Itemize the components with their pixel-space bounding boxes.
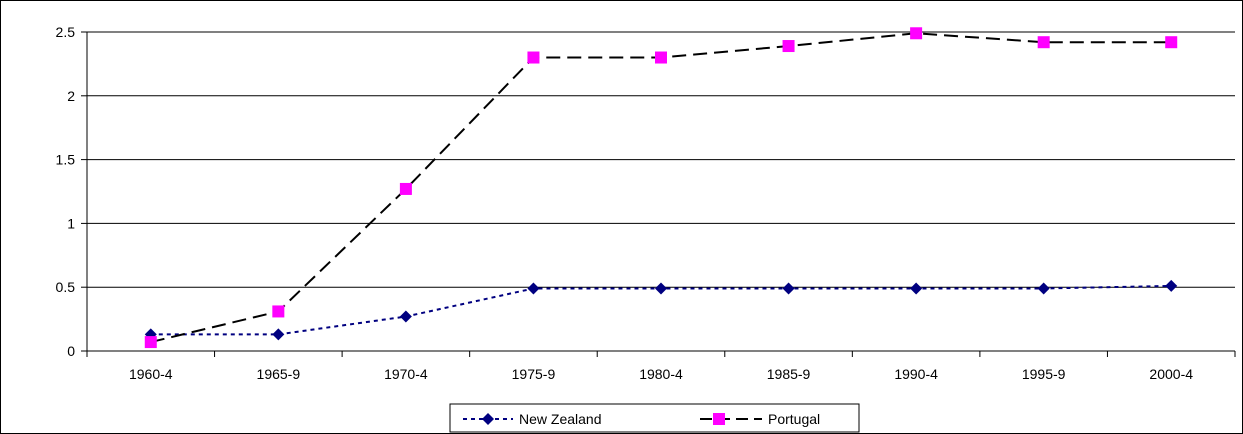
x-tick-label: 1975-9	[512, 366, 556, 382]
y-tick-label: 0	[67, 343, 75, 359]
legend-item-new-zealand: New Zealand	[463, 411, 602, 427]
data-point-portugal	[1165, 36, 1178, 49]
data-point-new-zealand	[1165, 279, 1178, 292]
series	[144, 27, 1178, 349]
x-tick-label: 1990-4	[894, 366, 938, 382]
y-tick-label: 1	[67, 215, 75, 231]
legend-label-new-zealand: New Zealand	[519, 411, 602, 427]
data-point-portugal	[399, 182, 412, 195]
y-tick-label: 0.5	[56, 279, 76, 295]
data-point-portugal	[782, 40, 795, 53]
y-tick-labels: 0 0.5 1 1.5 2 2.5	[56, 24, 76, 359]
y-tick-label: 2	[67, 88, 75, 104]
x-tick-label: 1980-4	[639, 366, 683, 382]
data-point-portugal	[655, 51, 667, 64]
y-tick-label: 2.5	[56, 24, 76, 40]
data-point-new-zealand	[399, 310, 412, 323]
y-tick-label: 1.5	[56, 152, 76, 168]
x-tick-label: 1985-9	[767, 366, 811, 382]
gridlines	[87, 31, 1235, 288]
data-point-portugal	[527, 51, 540, 64]
data-point-portugal	[1037, 36, 1050, 49]
legend-marker-portugal	[713, 413, 725, 425]
x-tick-label: 1965-9	[257, 366, 301, 382]
data-point-portugal	[144, 336, 157, 349]
series-new-zealand	[144, 279, 1178, 341]
axes	[81, 31, 1236, 357]
legend-marker-new-zealand	[482, 413, 494, 425]
x-tick-label: 1970-4	[384, 366, 428, 382]
x-tick-labels: 1960-4 1965-9 1970-4 1975-9 1980-4 1985-9 1990…	[129, 366, 1193, 382]
x-tick-label: 1960-4	[129, 366, 173, 382]
x-tick-label: 1995-9	[1022, 366, 1066, 382]
data-point-portugal	[910, 27, 923, 40]
legend-box	[449, 403, 860, 433]
legend-item-portugal: Portugal	[700, 411, 820, 427]
legend: New Zealand Portugal	[449, 403, 860, 433]
data-point-portugal	[272, 305, 285, 318]
data-point-new-zealand	[782, 282, 795, 295]
data-point-new-zealand	[655, 282, 667, 295]
legend-label-portugal: Portugal	[768, 411, 820, 427]
data-point-new-zealand	[910, 282, 923, 295]
series-portugal	[144, 27, 1178, 349]
data-point-new-zealand	[272, 328, 285, 341]
series-line-portugal	[150, 32, 1172, 344]
data-point-new-zealand	[527, 282, 540, 295]
x-tick-label: 2000-4	[1149, 366, 1193, 382]
data-point-new-zealand	[1037, 282, 1050, 295]
